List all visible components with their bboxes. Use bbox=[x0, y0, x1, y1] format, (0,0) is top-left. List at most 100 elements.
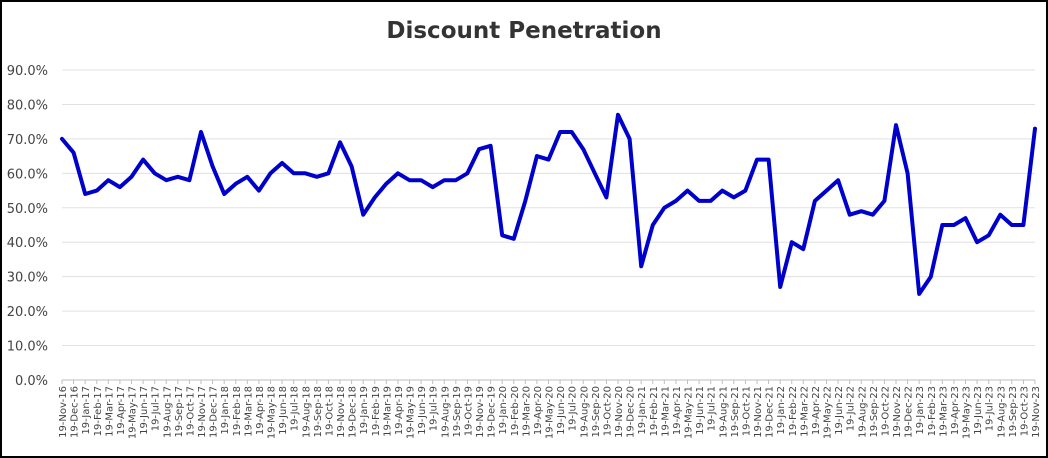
y-tick-label: 90.0% bbox=[7, 64, 48, 79]
x-tick-label: 19-Dec-16 bbox=[70, 386, 81, 438]
x-tick-label: 19-Sep-20 bbox=[591, 386, 602, 438]
x-tick-label: 19-Feb-19 bbox=[371, 386, 382, 436]
discount-penetration-line bbox=[60, 112, 1037, 296]
x-tick-label: 19-Sep-18 bbox=[313, 386, 324, 438]
y-tick-label: 10.0% bbox=[7, 340, 48, 355]
x-tick-label: 19-Aug-20 bbox=[579, 386, 590, 438]
x-tick-label: 19-Jan-17 bbox=[81, 386, 92, 435]
y-tick-label: 40.0% bbox=[7, 236, 48, 251]
x-tick-label: 19-Sep-22 bbox=[869, 386, 880, 438]
x-tick-label: 19-Aug-21 bbox=[718, 386, 729, 438]
x-tick-label: 19-Jan-19 bbox=[359, 386, 370, 435]
x-tick-label: 19-Jul-17 bbox=[151, 386, 162, 431]
x-tick-label: 19-Nov-17 bbox=[197, 386, 208, 438]
x-tick-label: 19-Oct-21 bbox=[741, 386, 752, 436]
x-tick-label: 19-May-22 bbox=[823, 386, 834, 439]
y-tick-label: 30.0% bbox=[7, 271, 48, 286]
x-tick-label: 19-Feb-17 bbox=[93, 386, 104, 436]
x-tick-label: 19-Jun-23 bbox=[973, 386, 984, 435]
x-tick-label: 19-May-18 bbox=[267, 386, 278, 439]
x-tick-label: 19-May-17 bbox=[128, 386, 139, 439]
y-tick-label: 80.0% bbox=[7, 98, 48, 113]
x-tick-label: 19-Apr-18 bbox=[255, 386, 266, 435]
x-tick-label: 19-May-19 bbox=[406, 386, 417, 439]
x-tick-label: 19-Nov-20 bbox=[614, 386, 625, 438]
x-tick-label: 19-Mar-19 bbox=[382, 386, 393, 437]
x-tick-label: 19-Jul-19 bbox=[429, 386, 440, 431]
x-tick-label: 19-Oct-20 bbox=[602, 386, 613, 436]
x-tick-label: 19-May-23 bbox=[962, 386, 973, 439]
x-tick-label: 19-Sep-17 bbox=[174, 386, 185, 438]
x-tick-label: 19-Jun-22 bbox=[834, 386, 845, 435]
x-axis: 19-Nov-16 19-Dec-16 19-Jan-17 19-Feb-17 19-M… bbox=[58, 379, 1042, 439]
x-tick-label: 19-Dec-17 bbox=[209, 386, 220, 438]
x-tick-label: 19-Jul-18 bbox=[290, 386, 301, 431]
x-tick-label: 19-Nov-16 bbox=[58, 386, 69, 438]
x-tick-label: 19-Jul-21 bbox=[707, 386, 718, 431]
x-tick-label: 19-Feb-22 bbox=[788, 386, 799, 436]
x-tick-label: 19-Feb-21 bbox=[649, 386, 660, 436]
x-tick-label: 19-Apr-23 bbox=[950, 386, 961, 435]
y-tick-label: 60.0% bbox=[7, 167, 48, 182]
x-tick-label: 19-Jan-23 bbox=[915, 386, 926, 435]
y-tick-label: 50.0% bbox=[7, 202, 48, 217]
x-tick-label: 19-Aug-17 bbox=[162, 386, 173, 438]
x-tick-label: 19-Jun-19 bbox=[417, 386, 428, 435]
y-axis-labels: 0.0% 10.0% 20.0% 30.0% 40.0% 50.0% 60.0% 70.0% 8… bbox=[7, 64, 48, 389]
x-tick-label: 19-Nov-19 bbox=[475, 386, 486, 438]
x-tick-label: 19-Mar-22 bbox=[799, 386, 810, 437]
x-tick-label: 19-Jul-22 bbox=[846, 386, 857, 431]
y-tick-label: 20.0% bbox=[7, 305, 48, 320]
x-tick-label: 19-Oct-19 bbox=[463, 386, 474, 436]
x-tick-label: 19-Oct-22 bbox=[880, 386, 891, 436]
x-tick-label: 19-Jan-20 bbox=[498, 386, 509, 435]
y-tick-label: 70.0% bbox=[7, 133, 48, 148]
x-tick-label: 19-Oct-23 bbox=[1019, 386, 1030, 436]
x-tick-label: 19-Mar-21 bbox=[660, 386, 671, 437]
x-tick-label: 19-May-21 bbox=[684, 386, 695, 439]
x-tick-label: 19-Feb-20 bbox=[510, 386, 521, 436]
y-tick-label: 0.0% bbox=[15, 374, 48, 389]
x-tick-label: 19-Oct-18 bbox=[324, 386, 335, 436]
x-tick-label: 19-Aug-19 bbox=[440, 386, 451, 438]
x-tick-label: 19-Dec-18 bbox=[348, 386, 359, 438]
x-tick-label: 19-Apr-21 bbox=[672, 386, 683, 435]
x-tick-label: 19-May-20 bbox=[545, 386, 556, 439]
x-tick-label: 19-Aug-22 bbox=[857, 386, 868, 438]
x-tick-label: 19-Apr-20 bbox=[533, 386, 544, 435]
x-tick-label: 19-Jan-21 bbox=[637, 386, 648, 435]
x-tick-label: 19-Jun-18 bbox=[278, 386, 289, 435]
x-tick-label: 19-Aug-23 bbox=[996, 386, 1007, 438]
gridlines bbox=[62, 69, 1035, 347]
x-tick-label: 19-Dec-19 bbox=[487, 386, 498, 438]
x-tick-label: 19-Sep-21 bbox=[730, 386, 741, 438]
x-tick-label: 19-Nov-21 bbox=[753, 386, 764, 438]
chart-title: Discount Penetration bbox=[386, 18, 662, 44]
x-tick-label: 19-Sep-19 bbox=[452, 386, 463, 438]
x-tick-label: 19-Apr-17 bbox=[116, 386, 127, 435]
x-tick-label: 19-Jan-18 bbox=[220, 386, 231, 435]
x-tick-label: 19-Feb-18 bbox=[232, 386, 243, 436]
x-tick-label: 19-Jul-23 bbox=[985, 386, 996, 431]
x-tick-label: 19-Apr-22 bbox=[811, 386, 822, 435]
x-tick-label: 19-Nov-23 bbox=[1031, 386, 1042, 438]
x-tick-label: 19-Nov-22 bbox=[892, 386, 903, 438]
x-tick-label: 19-Jun-17 bbox=[139, 386, 150, 435]
x-tick-label: 19-Aug-18 bbox=[301, 386, 312, 438]
x-tick-label: 19-Apr-19 bbox=[394, 386, 405, 435]
x-tick-label: 19-Mar-18 bbox=[243, 386, 254, 437]
x-tick-label: 19-Jul-20 bbox=[568, 386, 579, 431]
x-tick-label: 19-Mar-17 bbox=[104, 386, 115, 437]
x-tick-label: 19-Jun-20 bbox=[556, 386, 567, 435]
x-tick-label: 19-Mar-20 bbox=[521, 386, 532, 437]
x-tick-label: 19-Jun-21 bbox=[695, 386, 706, 435]
x-tick-label: 19-Mar-23 bbox=[938, 386, 949, 437]
x-tick-label: 19-Sep-23 bbox=[1008, 386, 1019, 438]
x-tick-label: 19-Dec-20 bbox=[626, 386, 637, 438]
x-tick-label: 19-Oct-17 bbox=[185, 386, 196, 436]
x-tick-label: 19-Feb-23 bbox=[927, 386, 938, 436]
x-tick-label: 19-Dec-22 bbox=[904, 386, 915, 438]
x-tick-label: 19-Nov-18 bbox=[336, 386, 347, 438]
